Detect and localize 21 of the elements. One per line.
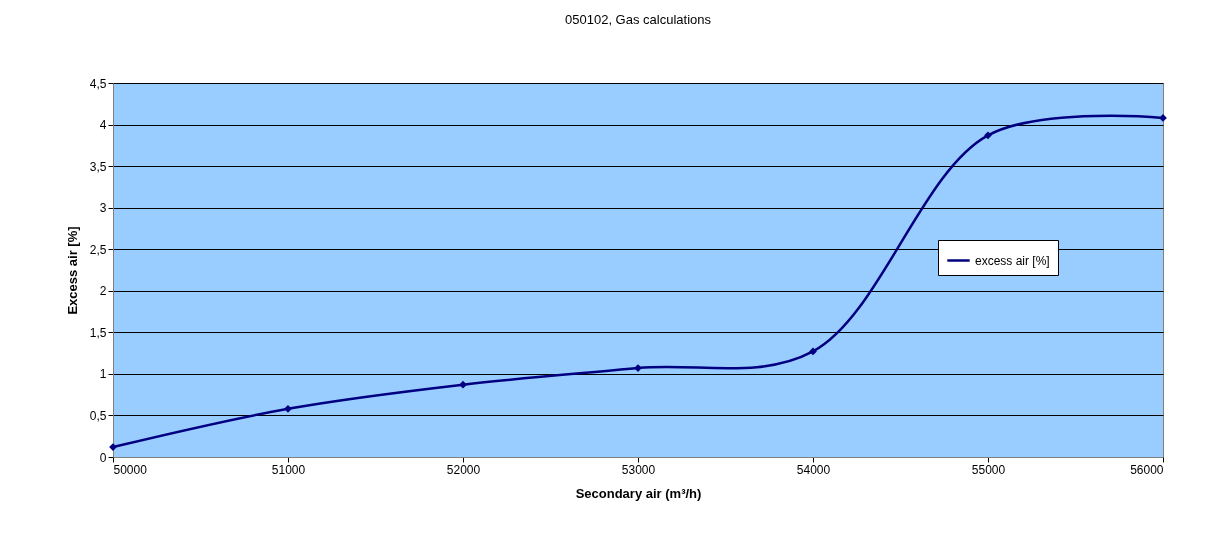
- y-tick-label: 4,5: [89, 76, 107, 91]
- x-axis-title: Secondary air (m³/h): [575, 485, 702, 501]
- y-tick-label: 3,5: [89, 159, 107, 174]
- y-tick-label: 1: [99, 367, 107, 382]
- y-tick-label: 2,5: [89, 242, 107, 257]
- legend-label: excess air [%]: [975, 253, 1050, 268]
- x-tick-label: 54000: [796, 462, 831, 477]
- x-tick-label: 56000: [1130, 462, 1164, 477]
- x-tick-label: 52000: [446, 462, 481, 477]
- y-tick-label: 2: [99, 284, 107, 299]
- x-tick-label: 55000: [971, 462, 1006, 477]
- y-axis-title: Excess air [%]: [64, 226, 80, 315]
- y-tick-label: 3: [99, 201, 107, 216]
- x-tick-label: 53000: [621, 462, 656, 477]
- y-tick-label: 0,5: [89, 408, 107, 423]
- chart-title: 050102, Gas calculations: [565, 12, 712, 27]
- x-tick-label: 51000: [271, 462, 306, 477]
- y-tick-label: 0: [99, 450, 107, 465]
- y-tick-label: 1,5: [89, 325, 107, 340]
- x-tick-label: 50000: [113, 462, 148, 477]
- y-tick-label: 4: [99, 118, 107, 133]
